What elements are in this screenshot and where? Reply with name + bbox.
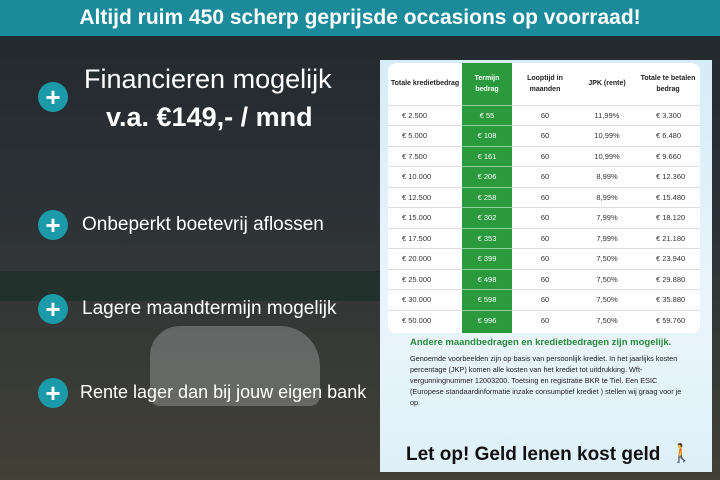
table-cell: 60 — [512, 166, 578, 187]
table-cell: 60 — [512, 309, 578, 331]
table-cell: € 206 — [462, 166, 512, 187]
table-cell: € 108 — [462, 125, 512, 146]
table-cell: € 6.480 — [636, 125, 700, 146]
table-cell: 60 — [512, 268, 578, 290]
table-row: € 7.500 € 161 60 10,99% € 9.660 — [388, 145, 700, 167]
benefit-item: Onbeperkt boetevrij aflossen — [82, 214, 324, 235]
table-cell: € 353 — [462, 227, 512, 249]
table-cell: € 7.500 — [388, 145, 462, 167]
table-cell: 7,50% — [578, 289, 636, 310]
column-header: Looptijd in maanden — [527, 74, 563, 93]
table-cell: 7,50% — [578, 309, 636, 331]
table-cell: 10,99% — [578, 125, 636, 146]
column-header: Termijn bedrag — [474, 74, 500, 93]
table-cell: 7,50% — [578, 248, 636, 269]
table-cell: 60 — [512, 289, 578, 310]
table-cell: € 10.000 — [388, 166, 462, 187]
table-cell: € 35.880 — [636, 289, 700, 310]
table-row: € 50.000 € 996 60 7,50% € 59.760 — [388, 309, 700, 331]
table-cell: 7,99% — [578, 207, 636, 228]
walking-person-icon: 🚶 — [670, 443, 693, 463]
plus-icon: + — [38, 378, 68, 408]
table-cell: € 598 — [462, 289, 512, 310]
table-cell: € 20.000 — [388, 248, 462, 269]
benefit-item: Lagere maandtermijn mogelijk — [82, 298, 337, 319]
table-cell: € 50.000 — [388, 309, 462, 331]
table-cell: 11,99% — [578, 104, 636, 126]
table-cell: € 2.500 — [388, 104, 462, 126]
table-cell: € 12.500 — [388, 186, 462, 208]
table-cell: € 55 — [462, 104, 512, 126]
table-row: € 30.000 € 598 60 7,50% € 35.880 — [388, 289, 700, 310]
table-cell: € 258 — [462, 186, 512, 208]
table-cell: 8,99% — [578, 186, 636, 208]
table-cell: € 15.480 — [636, 186, 700, 208]
table-cell: 60 — [512, 104, 578, 126]
table-row: € 20.000 € 399 60 7,50% € 23.940 — [388, 248, 700, 269]
column-header: Totale te betalen bedrag — [640, 74, 696, 93]
table-cell: 10,99% — [578, 145, 636, 167]
warning-text: Let op! Geld lenen kost geld — [406, 444, 661, 465]
table-cell: € 21.180 — [636, 227, 700, 249]
plus-icon: + — [38, 210, 68, 240]
table-cell: € 12.360 — [636, 166, 700, 187]
financing-table: Totale kredietbedrag Termijn bedrag Loopti… — [388, 63, 700, 331]
table-row: € 10.000 € 206 60 8,99% € 12.360 — [388, 166, 700, 187]
price-text: v.a. €149,- / mnd — [106, 102, 313, 132]
table-cell: € 161 — [462, 145, 512, 167]
table-cell: € 25.000 — [388, 268, 462, 290]
plus-icon: + — [38, 82, 68, 112]
header-banner: Altijd ruim 450 scherp geprijsde occasio… — [0, 0, 720, 36]
table-cell: 60 — [512, 186, 578, 208]
table-cell: 60 — [512, 125, 578, 146]
table-row: € 17.500 € 353 60 7,99% € 21.180 — [388, 227, 700, 249]
table-cell: € 29.880 — [636, 268, 700, 290]
table-cell: € 302 — [462, 207, 512, 228]
table-cell: 8,99% — [578, 166, 636, 187]
column-header: Totale kredietbedrag — [390, 80, 460, 88]
note-body: Genoemde voorbeelden zijn op basis van p… — [410, 354, 682, 407]
table-cell: € 18.120 — [636, 207, 700, 228]
plus-icon: + — [38, 294, 68, 324]
table-row: € 2.500 € 55 60 11,99% € 3.300 — [388, 104, 700, 126]
table-cell: € 3.300 — [636, 104, 700, 126]
table-row: € 15.000 € 302 60 7,99% € 18.120 — [388, 207, 700, 228]
table-cell: € 996 — [462, 309, 512, 331]
table-cell: € 17.500 — [388, 227, 462, 249]
table-cell: 60 — [512, 227, 578, 249]
financing-panel: Totale kredietbedrag Termijn bedrag Loopti… — [380, 60, 712, 472]
table-cell: € 23.940 — [636, 248, 700, 269]
table-cell: 60 — [512, 145, 578, 167]
table-cell: € 5.000 — [388, 125, 462, 146]
column-header: JPK (rente) — [588, 80, 626, 88]
table-cell: 7,50% — [578, 268, 636, 290]
car-image — [150, 326, 320, 406]
financing-table-card: Totale kredietbedrag Termijn bedrag Loopti… — [388, 63, 700, 333]
table-cell: € 15.000 — [388, 207, 462, 228]
benefit-item: Rente lager dan bij jouw eigen bank — [80, 382, 367, 402]
dealer-sign — [0, 271, 380, 301]
note-heading: Andere maandbedragen en kredietbedragen … — [410, 337, 672, 348]
table-cell: € 9.660 — [636, 145, 700, 167]
headline: Financieren mogelijk — [84, 64, 332, 94]
table-cell: 7,99% — [578, 227, 636, 249]
table-row: € 25.000 € 498 60 7,50% € 29.880 — [388, 268, 700, 290]
table-cell: 60 — [512, 248, 578, 269]
table-row: € 5.000 € 108 60 10,99% € 6.480 — [388, 125, 700, 146]
table-cell: € 30.000 — [388, 289, 462, 310]
table-cell: 60 — [512, 207, 578, 228]
table-cell: € 399 — [462, 248, 512, 269]
table-row: € 12.500 € 258 60 8,99% € 15.480 — [388, 186, 700, 208]
table-cell: € 59.760 — [636, 309, 700, 331]
table-cell: € 498 — [462, 268, 512, 290]
